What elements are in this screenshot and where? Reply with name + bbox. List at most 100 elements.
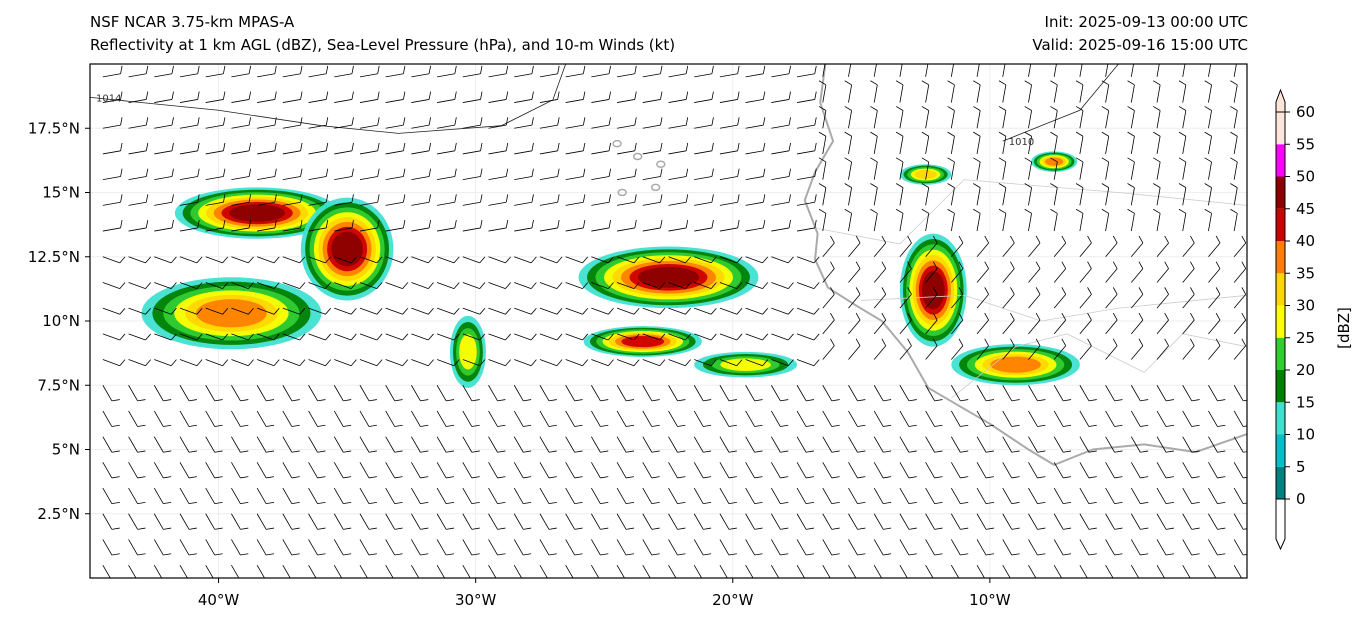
barb-flag — [762, 65, 766, 74]
barb-flag — [300, 219, 303, 228]
barb-flag — [479, 333, 486, 341]
barb-flag — [634, 194, 637, 203]
barb-staff — [1028, 84, 1032, 103]
wind-barb — [462, 513, 480, 530]
wind-barb — [488, 513, 506, 530]
barb-staff — [385, 99, 404, 103]
barb-staff — [539, 307, 557, 315]
wind-barb — [333, 487, 352, 505]
barb-flag — [921, 106, 929, 111]
barb-flag — [274, 65, 277, 74]
wind-barb — [873, 235, 887, 258]
wind-barb — [1233, 312, 1247, 335]
wind-barb — [488, 333, 511, 341]
barb-flag — [1076, 55, 1083, 59]
barb-staff — [616, 539, 627, 556]
wind-barb — [796, 307, 820, 315]
wind-barb — [1233, 287, 1247, 309]
barb-flag — [557, 168, 560, 177]
barb-flag — [651, 424, 660, 427]
wind-barb — [565, 487, 583, 505]
barb-staff — [719, 150, 738, 155]
barb-staff — [873, 539, 884, 556]
country-border — [861, 294, 1247, 322]
wind-barb — [642, 65, 663, 78]
barb-flag — [1061, 312, 1067, 321]
barb-flag — [1215, 338, 1221, 346]
wind-barb — [565, 385, 583, 402]
wind-barb — [1233, 338, 1247, 360]
barb-flag — [137, 399, 146, 402]
y-tick-label: 17.5°N — [28, 119, 80, 137]
wind-barb — [539, 307, 563, 315]
barb-staff — [411, 436, 421, 453]
barb-flag — [548, 476, 557, 479]
wind-barb — [796, 410, 815, 427]
barb-staff — [539, 201, 558, 206]
barb-flag — [908, 476, 917, 479]
barb-flag — [248, 256, 254, 264]
barb-staff — [411, 513, 421, 530]
wind-barb — [1182, 235, 1195, 258]
barb-staff — [719, 436, 730, 453]
barb-staff — [899, 513, 910, 530]
barb-flag — [984, 287, 989, 295]
barb-flag — [908, 424, 917, 427]
barb-flag — [273, 256, 280, 264]
barb-flag — [1230, 80, 1238, 86]
wind-barb — [1153, 183, 1161, 206]
barb-flag — [907, 287, 912, 295]
barb-flag — [471, 476, 480, 479]
barb-staff — [1156, 187, 1161, 206]
y-tick-label: 15°N — [42, 184, 80, 202]
wind-barb — [719, 513, 737, 530]
barb-staff — [179, 99, 198, 103]
barb-staff — [745, 564, 754, 578]
barb-staff — [539, 564, 548, 578]
wind-barb — [436, 513, 455, 530]
barb-staff — [745, 385, 755, 402]
barb-staff — [308, 201, 327, 206]
barb-staff — [951, 294, 964, 309]
wind-barb — [745, 91, 766, 103]
barb-staff — [1002, 242, 1015, 258]
wind-barb — [1204, 183, 1212, 206]
wind-barb — [231, 513, 249, 530]
barb-flag — [1138, 338, 1144, 346]
wind-barb — [771, 333, 794, 341]
barb-staff — [1233, 487, 1244, 504]
wind-barb — [745, 436, 763, 453]
barb-flag — [780, 527, 789, 530]
wind-barb — [1233, 64, 1237, 77]
barb-flag — [762, 219, 766, 228]
barb-flag — [548, 399, 557, 402]
barb-flag — [855, 287, 861, 295]
barb-flag — [677, 424, 686, 427]
barb-staff — [976, 242, 989, 258]
wind-barb — [436, 359, 460, 367]
wind-barb — [976, 539, 994, 556]
wind-barb — [616, 539, 635, 556]
barb-flag — [170, 307, 177, 315]
barb-staff — [539, 410, 550, 427]
barb-flag — [1153, 183, 1161, 188]
wind-barb — [1130, 487, 1149, 505]
wind-barb — [947, 183, 955, 206]
wind-barb — [693, 462, 712, 479]
barb-staff — [822, 213, 827, 232]
wind-barb — [539, 385, 557, 402]
barb-staff — [359, 176, 378, 181]
barb-staff — [488, 462, 498, 479]
wind-barb — [462, 333, 486, 341]
barb-staff — [1233, 268, 1247, 283]
wind-barb — [925, 539, 943, 556]
barb-flag — [1243, 399, 1247, 402]
wind-barb — [1101, 131, 1110, 155]
barb-staff — [128, 256, 146, 264]
barb-staff — [334, 201, 353, 206]
barb-staff — [385, 307, 403, 315]
wind-barb — [1079, 436, 1097, 453]
barb-staff — [1079, 64, 1083, 77]
barb-flag — [607, 359, 614, 366]
barb-staff — [822, 294, 835, 309]
